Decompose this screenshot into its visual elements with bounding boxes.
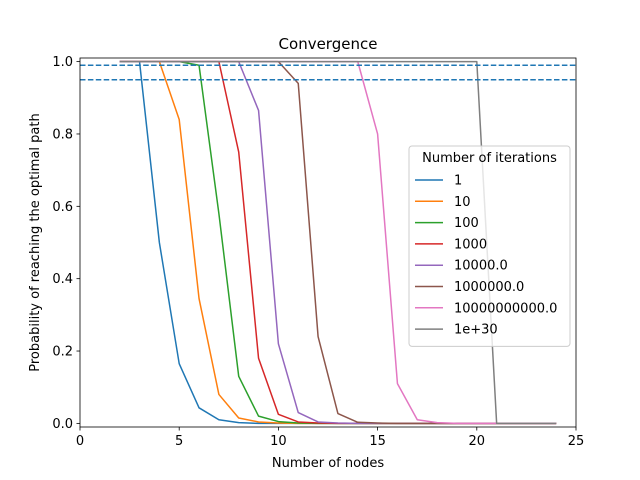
y-tick-label: 0.4: [52, 272, 73, 287]
y-axis-label: Probability of reaching the optimal path: [28, 113, 43, 371]
legend-label: 10000.0: [454, 259, 508, 274]
legend-label: 100: [454, 216, 479, 231]
legend-label: 1: [454, 174, 462, 189]
legend-box: [408, 145, 571, 347]
legend-label: 10000000000.0: [454, 301, 557, 316]
x-tick-label: 25: [568, 434, 585, 449]
legend-label: 1e+30: [454, 323, 498, 338]
x-tick-label: 20: [469, 434, 486, 449]
y-axis-ticks: 0.0 0.2 0.4 0.6 0.8 1.0: [52, 55, 80, 432]
y-tick-label: 0.8: [52, 127, 73, 142]
legend-items: 1 10 100 1000 10000.0 1000000.0 10000000000.0 1…: [415, 174, 557, 338]
plot-frame: [79, 57, 577, 428]
legend-label: 1000000.0: [454, 280, 524, 295]
x-axis-label: Number of nodes: [272, 456, 384, 471]
y-tick-label: 0.0: [52, 417, 73, 432]
legend: Number of iterations 1 10 100 1000 10000.0 10…: [408, 145, 571, 347]
reference-lines: [80, 64, 576, 81]
chart-title: Convergence: [279, 35, 378, 53]
y-tick-label: 0.2: [52, 345, 73, 360]
y-tick-label: 1.0: [52, 55, 73, 70]
x-tick-label: 5: [175, 434, 183, 449]
x-axis-ticks: 0 5 10 15 20 25: [76, 427, 584, 449]
x-tick-label: 0: [76, 434, 84, 449]
y-tick-label: 0.6: [52, 200, 73, 215]
legend-label: 1000: [454, 237, 487, 252]
legend-title: Number of iterations: [422, 151, 557, 166]
series-lines: [119, 60, 557, 425]
x-tick-label: 15: [369, 434, 386, 449]
x-tick-label: 10: [270, 434, 287, 449]
legend-label: 10: [454, 195, 471, 210]
